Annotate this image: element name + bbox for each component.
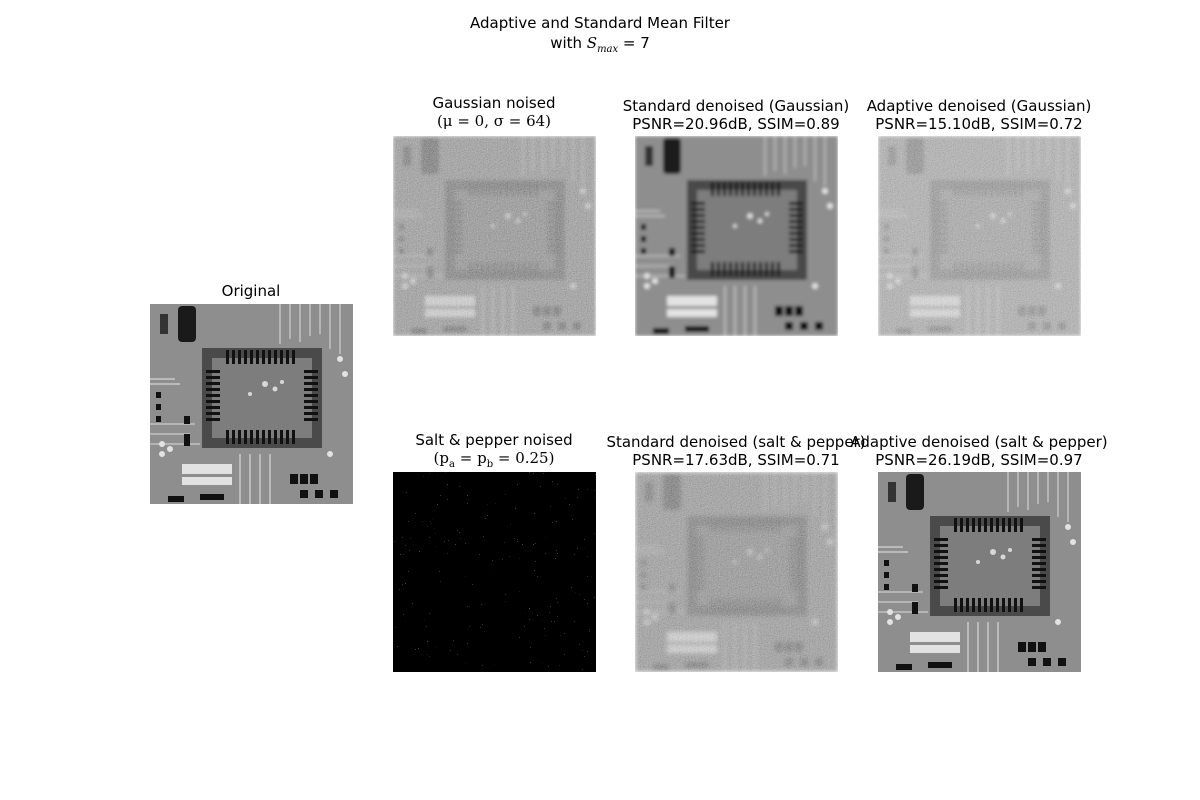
original-title: Original [221,282,281,300]
original-image [150,304,353,504]
gauss-standard-title: Standard denoised (Gaussian) PSNR=20.96d… [622,97,850,133]
gauss-adaptive-title: Adaptive denoised (Gaussian) PSNR=15.10d… [866,97,1092,133]
figure-title-line2: with Smax = 7 [550,34,650,55]
sp-noised-image [393,472,596,672]
gauss-standard-image [635,136,838,336]
gauss-noised-title: Gaussian noised (μ = 0, σ = 64) [432,94,556,130]
gauss-adaptive-image [878,136,1081,336]
sp-standard-image [635,472,838,672]
sp-adaptive-image [878,472,1081,672]
gauss-noised-image [393,136,596,336]
sp-standard-title: Standard denoised (salt & pepper) PSNR=1… [606,433,866,469]
sp-noised-title: Salt & pepper noised (pa = pb = 0.25) [415,431,573,470]
figure-title: Adaptive and Standard Mean Filter with S… [400,13,800,60]
sp-adaptive-title: Adaptive denoised (salt & pepper) PSNR=2… [850,433,1108,469]
figure-title-line1: Adaptive and Standard Mean Filter [470,14,730,32]
